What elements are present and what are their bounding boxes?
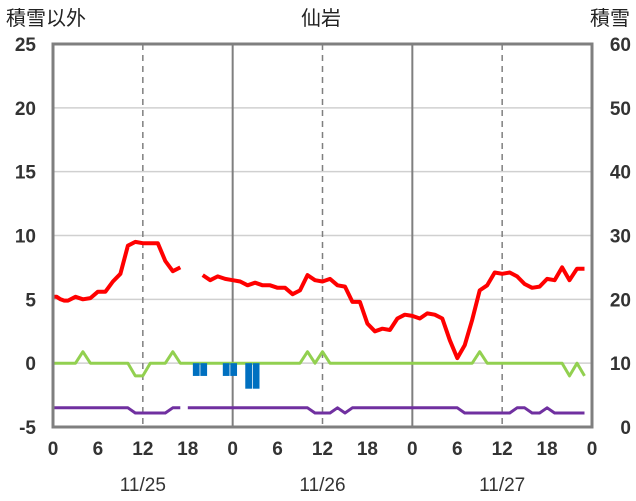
right-axis-title: 積雪 — [590, 6, 630, 30]
x-tick-label: 18 — [177, 439, 198, 460]
series-line — [53, 239, 585, 361]
right-tick-label: 20 — [610, 290, 631, 311]
date-label: 11/26 — [299, 475, 345, 496]
x-tick-label: 18 — [537, 439, 558, 460]
x-tick-label: 6 — [93, 439, 104, 460]
x-tick-label: 0 — [48, 439, 59, 460]
left-tick-label: 10 — [15, 227, 36, 248]
chart-title: 仙岩 — [301, 6, 341, 30]
bar-mark — [222, 363, 230, 376]
x-tick-label: 0 — [407, 439, 418, 460]
left-tick-label: -5 — [19, 418, 36, 439]
series-line — [53, 350, 586, 378]
left-tick-label: 0 — [25, 354, 36, 375]
plot-frame — [51, 42, 594, 429]
bar-mark — [245, 363, 253, 389]
bar-mark — [252, 363, 260, 389]
date-label: 11/25 — [120, 475, 166, 496]
bar-mark — [192, 363, 200, 376]
left-tick-label: 15 — [15, 163, 37, 184]
left-tick-label: 20 — [15, 99, 36, 120]
right-tick-label: 40 — [610, 163, 631, 184]
series-layer — [53, 239, 586, 415]
left-axis-title: 積雪以外 — [6, 6, 86, 30]
x-tick-label: 0 — [587, 439, 598, 460]
left-tick-label: 25 — [15, 35, 37, 56]
series-line — [53, 406, 585, 415]
right-tick-label: 60 — [610, 35, 631, 56]
right-tick-label: 30 — [610, 227, 631, 248]
x-tick-label: 0 — [227, 439, 238, 460]
x-tick-label: 12 — [132, 439, 153, 460]
x-tick-label: 12 — [492, 439, 513, 460]
left-tick-label: 5 — [25, 290, 36, 311]
right-tick-label: 50 — [610, 99, 631, 120]
bar-mark — [230, 363, 238, 376]
x-tick-label: 12 — [312, 439, 333, 460]
right-tick-label: 0 — [620, 418, 631, 439]
x-tick-label: 18 — [357, 439, 378, 460]
x-tick-label: 6 — [452, 439, 463, 460]
x-tick-label: 6 — [272, 439, 283, 460]
date-label: 11/27 — [479, 475, 525, 496]
bar-mark — [200, 363, 208, 376]
right-tick-label: 10 — [610, 354, 631, 375]
